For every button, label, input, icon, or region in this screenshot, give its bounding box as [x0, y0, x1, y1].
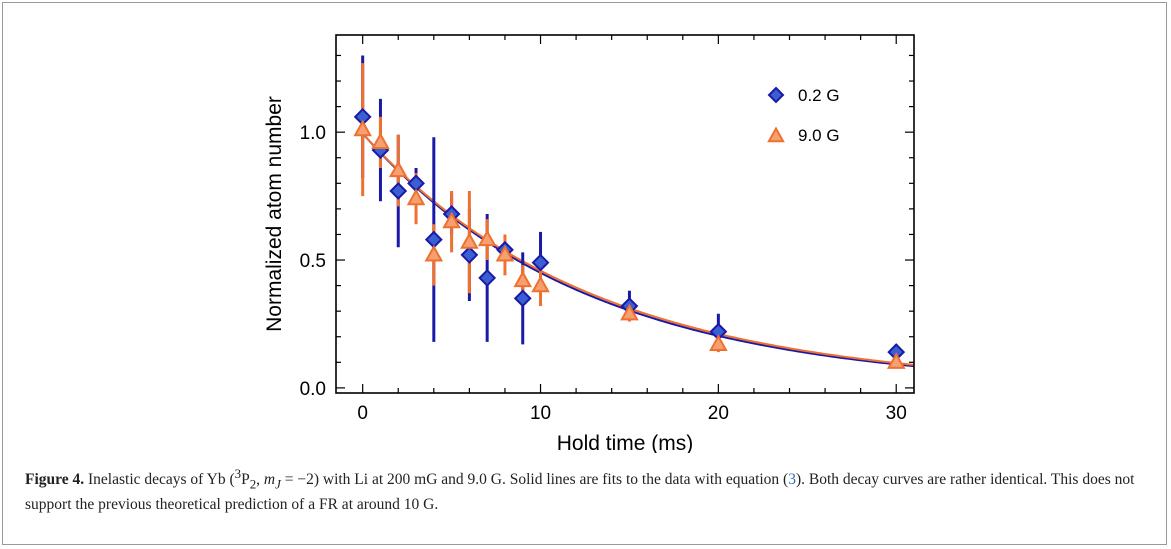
- m-subscript: J: [275, 476, 281, 492]
- decay-chart: 0 10 20 30 0.0 0.5 1.0 0.2 G 9.0 G Hold time (m…: [263, 34, 915, 453]
- term-subscript: 2: [249, 476, 257, 492]
- y-axis-title: Normalized atom number: [263, 96, 286, 332]
- caption-text-c: with Li at 200 mG and 9.0 G. Solid lines…: [319, 471, 789, 489]
- data-point-diamond: [513, 289, 532, 308]
- y-tick-label: 0.5: [300, 251, 326, 272]
- data-point-triangle: [709, 334, 728, 352]
- data-point-triangle: [424, 244, 444, 262]
- data-point-triangle: [886, 352, 906, 369]
- data-point-triangle: [406, 188, 426, 206]
- data-point-triangle: [495, 244, 515, 262]
- legend-marker: [767, 126, 785, 143]
- figure-label: Figure 4.: [25, 471, 85, 489]
- y-tick-label: 0.0: [300, 379, 326, 400]
- y-tick-label: 1.0: [300, 123, 326, 144]
- x-tick-label: 30: [886, 403, 907, 424]
- data-point-diamond: [389, 182, 408, 200]
- data-point-diamond: [478, 269, 497, 287]
- data-point-diamond: [424, 230, 443, 249]
- fit-curve-line: [361, 132, 915, 366]
- m-symbol: m: [263, 471, 276, 489]
- data-point-diamond: [407, 174, 425, 193]
- plot-area-border: [335, 34, 915, 394]
- x-tick-label: 20: [708, 403, 729, 424]
- caption-text-a: Inelastic decays of Yb (: [84, 471, 235, 489]
- fit-curve-line: [361, 132, 915, 368]
- equation-reference-link[interactable]: 3: [788, 471, 796, 489]
- caption-text-d: ). Both decay curves are rather identica…: [25, 471, 1135, 514]
- x-tick-label: 10: [530, 403, 551, 424]
- data-point-triangle: [620, 303, 639, 321]
- legend: 0.2 G 9.0 G: [767, 86, 840, 145]
- data-point-triangle: [353, 119, 372, 137]
- legend-label: 9.0 G: [798, 126, 840, 145]
- data-point-triangle: [460, 232, 479, 249]
- data-point-triangle: [388, 160, 408, 178]
- data-point-diamond: [460, 245, 479, 264]
- legend-label: 0.2 G: [798, 86, 840, 105]
- x-axis-title: Hold time (ms): [557, 432, 694, 453]
- figure-caption: Figure 4. Inelastic decays of Yb (3P2, m…: [25, 463, 1150, 515]
- data-point-triangle: [371, 132, 390, 149]
- data-point-diamond: [531, 253, 550, 272]
- term-letter: P: [241, 471, 250, 489]
- caption-text-b: ,: [256, 471, 264, 489]
- term-superscript: 3: [234, 466, 242, 481]
- x-tick-label: 0: [357, 403, 368, 424]
- data-point-triangle: [531, 275, 550, 293]
- data-point-triangle: [513, 270, 533, 288]
- legend-marker: [767, 86, 785, 104]
- data-point-triangle: [477, 229, 497, 247]
- m-value: = −2): [280, 471, 319, 489]
- data-markers: [353, 107, 906, 369]
- fit-curves: [361, 132, 915, 368]
- axis-ticks: 0 10 20 30 0.0 0.5 1.0: [300, 35, 914, 424]
- data-point-triangle: [442, 211, 461, 229]
